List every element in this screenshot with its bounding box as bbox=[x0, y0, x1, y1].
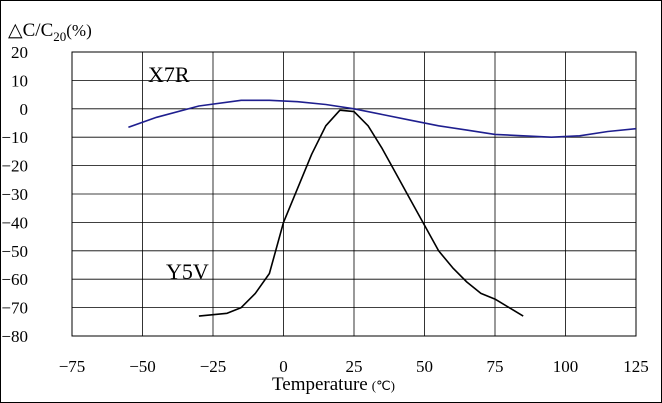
y-tick-label: 0 bbox=[20, 100, 29, 119]
x-tick-label: 75 bbox=[487, 357, 504, 376]
y-tick-label: 10 bbox=[11, 71, 28, 90]
y-tick-label: −60 bbox=[1, 270, 28, 289]
x-tick-label: 25 bbox=[346, 357, 363, 376]
grid bbox=[71, 51, 637, 337]
y-tick-label: −30 bbox=[1, 185, 28, 204]
series-lines bbox=[128, 99, 637, 317]
x-tick-labels: −75 −50 −25 0 25 50 75 100 125 bbox=[59, 357, 649, 376]
y-tick-label: −10 bbox=[1, 128, 28, 147]
x-axis-label-text: Temperature bbox=[272, 374, 368, 395]
y-axis-label: △C/C20(%) bbox=[8, 20, 92, 44]
x-tick-label: 100 bbox=[553, 357, 579, 376]
x-tick-label: −25 bbox=[200, 357, 227, 376]
x-tick-label: 0 bbox=[279, 357, 288, 376]
series-label-y5v: Y5V bbox=[166, 259, 209, 284]
x-tick-label: −75 bbox=[59, 357, 86, 376]
y-tick-label: −80 bbox=[1, 327, 28, 346]
series-line-x7r bbox=[128, 99, 637, 138]
y-axis-label-prefix: △C/C bbox=[8, 20, 53, 41]
y-tick-label: −40 bbox=[1, 213, 28, 232]
x-axis-label: Temperature (℃) bbox=[272, 374, 395, 395]
y-tick-label: −20 bbox=[1, 157, 28, 176]
y-tick-label: −50 bbox=[1, 242, 28, 261]
y-axis-label-subscript: 20 bbox=[53, 29, 66, 44]
series-line-y5v bbox=[198, 109, 524, 317]
x-tick-label: 50 bbox=[416, 357, 433, 376]
y-tick-label: 20 bbox=[11, 43, 28, 62]
y-axis-label-unit: (%) bbox=[66, 21, 91, 40]
y-tick-labels: 20 10 0 −10 −20 −30 −40 −50 −60 −70 −80 bbox=[1, 43, 28, 346]
series-label-x7r: X7R bbox=[148, 62, 190, 87]
x-axis-label-unit: (℃) bbox=[372, 378, 395, 393]
x-tick-label: 125 bbox=[623, 357, 649, 376]
y-tick-label: −70 bbox=[1, 299, 28, 318]
x-tick-label: −50 bbox=[129, 357, 156, 376]
